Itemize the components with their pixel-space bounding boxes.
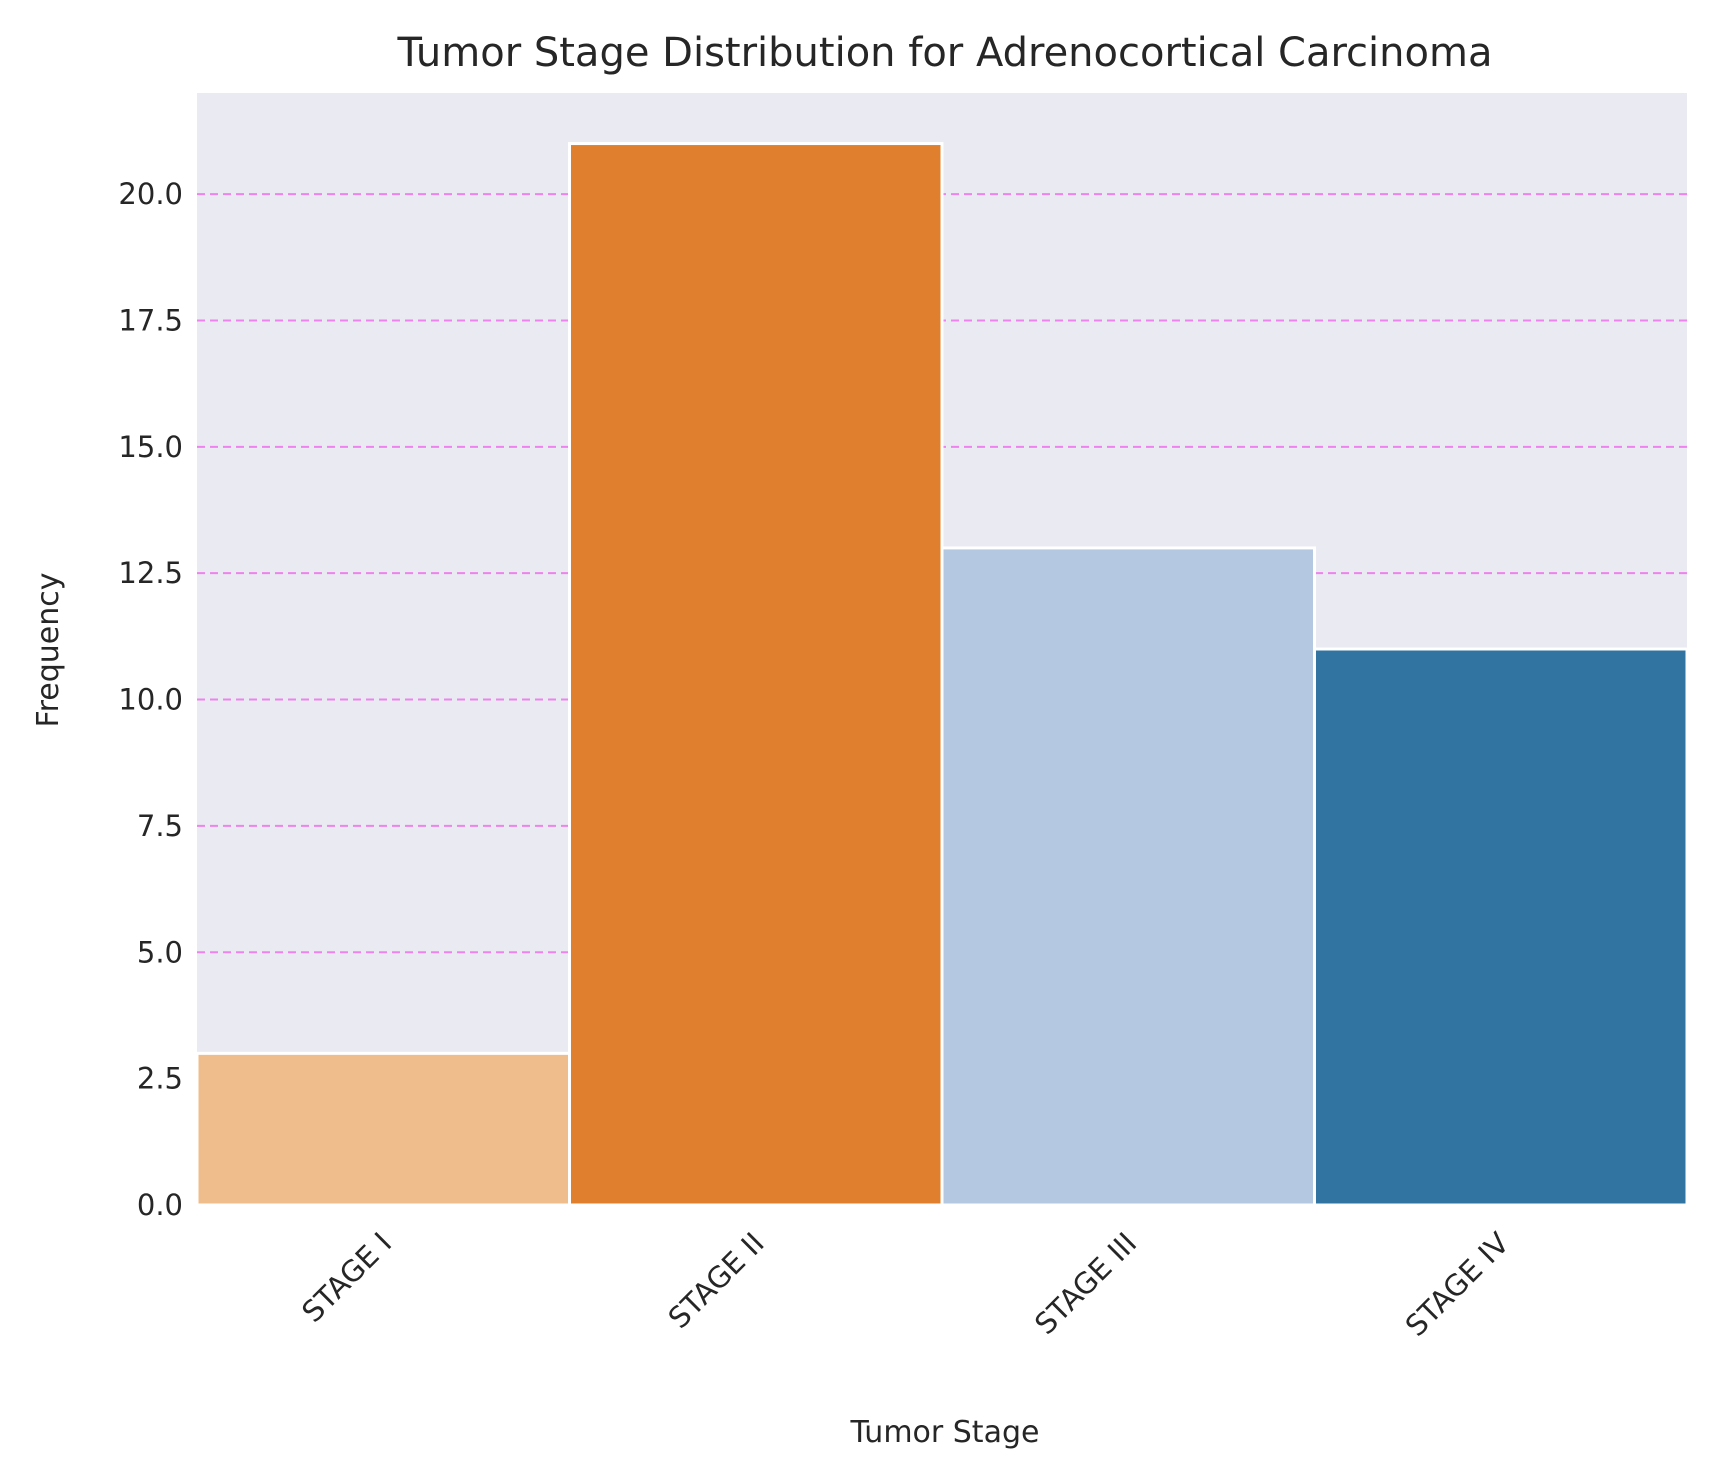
x-tick-label: STAGE I — [295, 1226, 398, 1329]
y-tick-label: 2.5 — [137, 1062, 183, 1096]
y-tick-label: 5.0 — [137, 935, 183, 969]
y-tick-label: 0.0 — [137, 1188, 183, 1222]
x-tick-label: STAGE III — [1028, 1226, 1143, 1341]
bar-1 — [195, 1051, 571, 1207]
y-tick-label: 12.5 — [118, 556, 183, 590]
bars-group — [195, 142, 1689, 1207]
x-axis-ticks: STAGE I STAGE II STAGE III STAGE IV — [295, 1226, 1516, 1343]
x-axis-label: Tumor Stage — [850, 1415, 1040, 1450]
y-tick-label: 15.0 — [118, 430, 183, 464]
y-tick-label: 10.0 — [118, 683, 183, 717]
x-tick-label: STAGE IV — [1399, 1226, 1516, 1343]
bar-3 — [940, 546, 1316, 1207]
y-tick-label: 17.5 — [118, 303, 183, 337]
y-axis-label: Frequency — [31, 573, 66, 728]
y-tick-label: 20.0 — [118, 177, 183, 211]
chart-title: Tumor Stage Distribution for Adrenocorti… — [397, 30, 1493, 76]
x-tick-label: STAGE II — [662, 1226, 771, 1335]
y-tick-label: 7.5 — [137, 809, 183, 843]
bar-4 — [1313, 647, 1689, 1207]
bar-2 — [568, 142, 944, 1207]
y-axis-ticks: 0.0 2.5 5.0 7.5 10.0 12.5 15.0 17.5 20.0 — [118, 177, 183, 1222]
